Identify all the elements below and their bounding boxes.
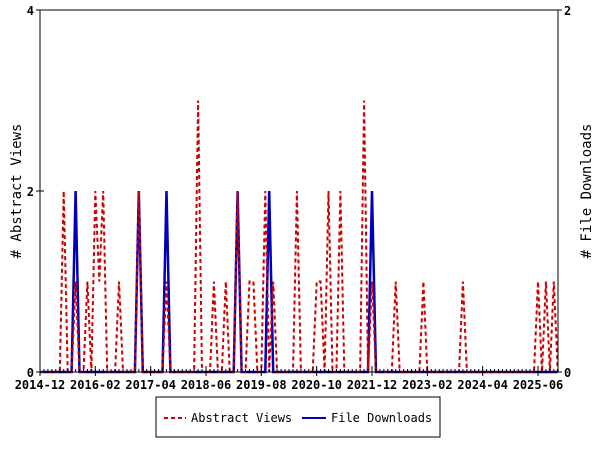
x-tick-label: 2023-02 <box>402 378 453 392</box>
series-line-abstract-views <box>40 100 559 373</box>
x-tick-label: 2018-06 <box>181 378 232 392</box>
y-left-tick-label: 0 <box>27 366 34 380</box>
y-right-tick-label: 2 <box>564 4 571 18</box>
x-tick-label: 2019-08 <box>236 378 287 392</box>
legend-label-downloads: File Downloads <box>331 411 432 425</box>
y-axis-right-label: # File Downloads <box>579 124 595 259</box>
x-tick-label: 2025-06 <box>513 378 564 392</box>
x-tick-label: 2020-10 <box>291 378 342 392</box>
x-tick-label: 2016-02 <box>70 378 121 392</box>
x-tick-label: 2021-12 <box>347 378 398 392</box>
legend-label-views: Abstract Views <box>191 411 292 425</box>
x-tick-label: 2017-04 <box>125 378 176 392</box>
legend: Abstract Views File Downloads <box>155 396 441 438</box>
y-right-tick-label: 0 <box>564 366 571 380</box>
y-left-tick-label: 4 <box>27 4 34 18</box>
y-axis-left-label: # Abstract Views <box>9 124 25 259</box>
y-left-tick-label: 2 <box>27 185 34 199</box>
x-tick-label: 2014-12 <box>15 378 66 392</box>
x-tick-label: 2024-04 <box>457 378 508 392</box>
